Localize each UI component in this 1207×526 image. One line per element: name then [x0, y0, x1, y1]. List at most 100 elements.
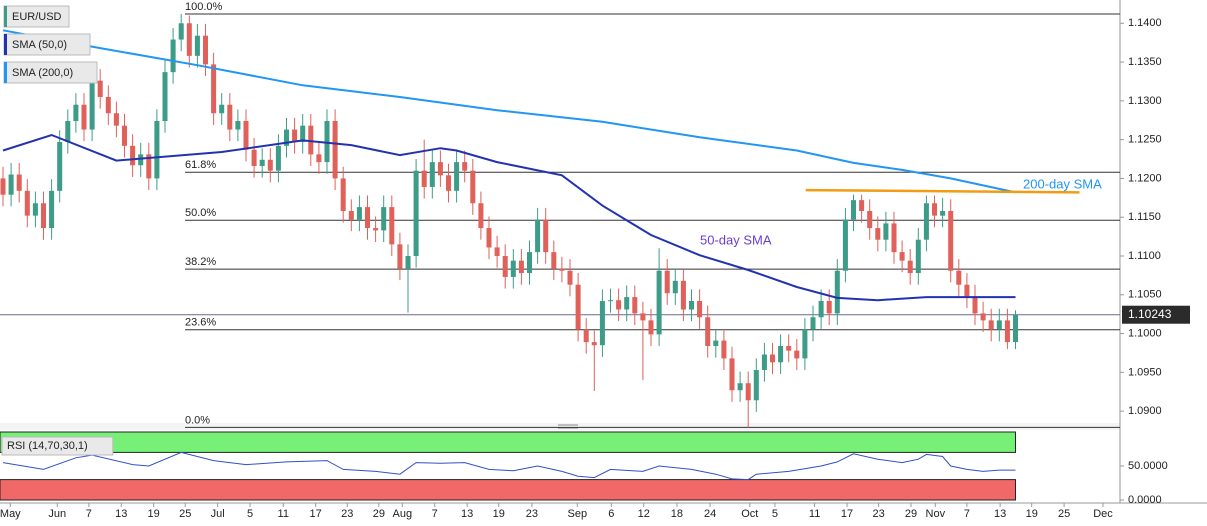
sma-line	[2, 133, 1016, 302]
x-tick-label: Nov	[926, 508, 946, 520]
candle-body	[478, 203, 484, 229]
candle-body	[721, 340, 727, 359]
candle-body	[405, 255, 411, 269]
candle-body	[745, 383, 751, 401]
x-tick-label: 7	[432, 508, 438, 520]
legend-label: EUR/USD	[12, 11, 62, 23]
x-tick-label: 17	[310, 508, 322, 520]
candle-body	[413, 170, 419, 256]
candle-body	[526, 252, 533, 274]
candle-body	[162, 72, 168, 122]
candle-body	[834, 270, 840, 314]
candle-body	[437, 162, 443, 176]
candle-body	[956, 270, 962, 285]
candle-body	[575, 284, 581, 330]
candle-body	[24, 190, 30, 216]
candle-body	[599, 300, 605, 346]
x-tick-label: 12	[638, 508, 650, 520]
candle-body	[65, 121, 71, 142]
fib-label: 0.0%	[185, 414, 210, 426]
candle-body	[664, 270, 670, 294]
candle-body	[130, 145, 136, 166]
fib-label: 38.2%	[185, 256, 216, 268]
x-tick-label: 24	[704, 508, 716, 520]
annotation: 200-day SMA	[1023, 176, 1102, 191]
candle-body	[308, 125, 314, 155]
x-tick-label: 6	[608, 508, 614, 520]
x-tick-label: 23	[872, 508, 884, 520]
candle-body	[170, 39, 176, 73]
candle-body	[364, 207, 371, 229]
candle-body	[332, 121, 338, 179]
x-tick-label: 23	[526, 508, 538, 520]
candle-body	[470, 170, 476, 204]
oversold-zone	[0, 479, 1017, 501]
candle-body	[105, 96, 111, 114]
candle-body	[275, 145, 281, 171]
candle-body	[154, 121, 160, 179]
x-tick-label: 11	[278, 508, 289, 520]
candle-body	[211, 64, 217, 114]
candle-body	[227, 104, 233, 130]
candle-body	[486, 228, 492, 248]
candle-body	[656, 270, 662, 335]
candle-body	[421, 170, 427, 187]
candle-body	[138, 154, 144, 166]
x-tick-label: Aug	[393, 508, 413, 520]
candle-body	[972, 296, 978, 314]
candle-body	[219, 104, 225, 114]
x-tick-label: 5	[247, 508, 253, 520]
y-tick-label: 50.0000	[1128, 460, 1168, 472]
candle-body	[113, 113, 119, 126]
x-tick-label: 13	[461, 508, 473, 520]
legend-label: SMA (50,0)	[12, 39, 67, 51]
candle-body	[672, 280, 678, 294]
x-tick-label: Jul	[211, 508, 225, 520]
legend-swatch	[4, 34, 7, 55]
x-tick-label: 13	[115, 508, 127, 520]
candle-body	[89, 80, 95, 130]
x-tick-label: Dec	[1093, 508, 1113, 520]
candle-body	[583, 329, 589, 343]
candle-body	[567, 270, 573, 285]
candle-body	[923, 203, 929, 240]
rsi-title: RSI (14,70,30,1)	[7, 440, 88, 452]
candle-body	[283, 129, 290, 146]
candle-body	[429, 162, 435, 187]
overbought-zone	[0, 431, 1017, 453]
candle-body	[616, 300, 622, 310]
candle-body	[761, 354, 767, 371]
x-tick-label: Sep	[568, 508, 588, 520]
candle-body	[964, 284, 970, 297]
y-tick-label: 0.0000	[1128, 494, 1162, 506]
candle-body	[697, 300, 703, 318]
x-tick-label: 18	[671, 508, 683, 520]
candle-body	[988, 320, 994, 330]
candle-body	[235, 121, 241, 130]
candle-body	[931, 203, 938, 216]
resistance-line	[805, 188, 1080, 194]
y-tick-label: 1.1100	[1128, 250, 1161, 262]
x-tick-label: 13	[994, 508, 1006, 520]
candle-body	[551, 252, 557, 269]
annotation: 50-day SMA	[700, 232, 772, 247]
candle-body	[940, 211, 946, 216]
candle-body	[948, 211, 954, 271]
candle-body	[810, 317, 816, 330]
candle-body	[32, 203, 38, 216]
candle-body	[194, 35, 200, 56]
x-tick-label: 5	[772, 508, 778, 520]
x-tick-label: 29	[373, 508, 385, 520]
legend-swatch	[4, 6, 7, 27]
candle-body	[891, 223, 897, 253]
candle-body	[267, 159, 273, 171]
candle-body	[1004, 320, 1010, 343]
candle-body	[543, 219, 549, 253]
legend-swatch	[4, 62, 7, 83]
x-tick-label: 11	[809, 508, 820, 520]
y-tick-label: 1.0950	[1128, 366, 1162, 378]
candle-body	[842, 219, 848, 271]
x-tick-label: 17	[841, 508, 853, 520]
